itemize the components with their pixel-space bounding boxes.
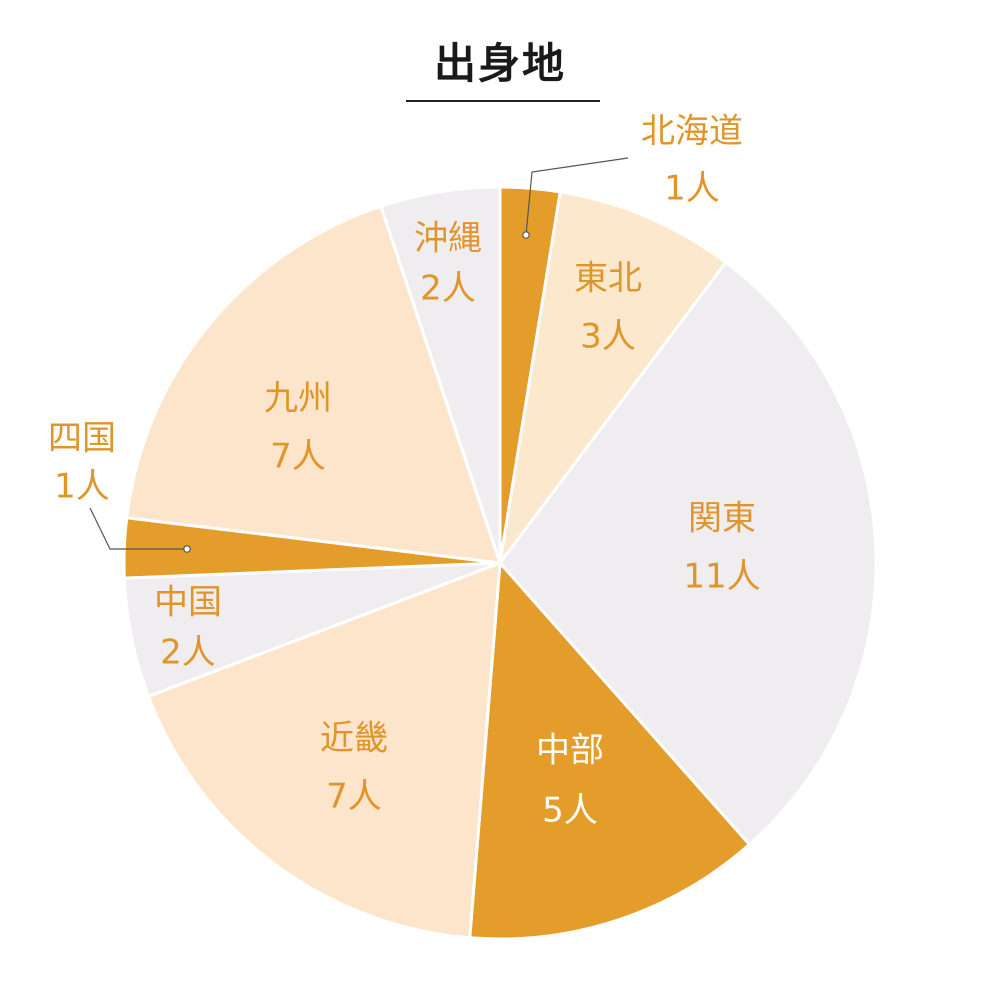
slice-label-5: 中国	[154, 583, 222, 623]
leader-line-0	[525, 157, 629, 236]
slice-label-0: 北海道	[641, 112, 743, 152]
slice-value-0: 1人	[664, 169, 720, 209]
pie-slice-8	[379, 185, 502, 565]
slice-value-8: 2人	[420, 269, 476, 309]
slice-value-2: 11人	[683, 557, 760, 597]
pie-slice-1	[498, 190, 728, 565]
pie-slice-4	[146, 561, 502, 940]
slice-label-1: 東北	[574, 259, 642, 299]
slice-value-5: 2人	[160, 633, 216, 673]
slice-value-6: 1人	[54, 467, 110, 507]
leader-line-6	[89, 507, 187, 550]
leader-dot-0	[522, 231, 530, 239]
slice-value-4: 7人	[326, 777, 382, 817]
slice-label-2: 関東	[688, 499, 756, 539]
slice-label-3: 中部	[536, 731, 604, 771]
pie-slice-3	[468, 561, 751, 941]
chart-title: 出身地	[433, 39, 566, 88]
slice-value-7: 7人	[270, 437, 326, 477]
leader-dot-6	[183, 545, 191, 553]
slice-label-7: 九州	[264, 379, 332, 419]
pie-slice-2	[498, 260, 878, 846]
slice-label-8: 沖縄	[414, 219, 482, 259]
slice-label-4: 近畿	[320, 719, 388, 759]
title-underline	[406, 100, 600, 102]
slice-value-1: 3人	[580, 317, 636, 357]
slice-value-3: 5人	[542, 791, 598, 831]
slice-label-6: 四国	[48, 419, 116, 459]
pie-slice-7	[125, 204, 502, 565]
